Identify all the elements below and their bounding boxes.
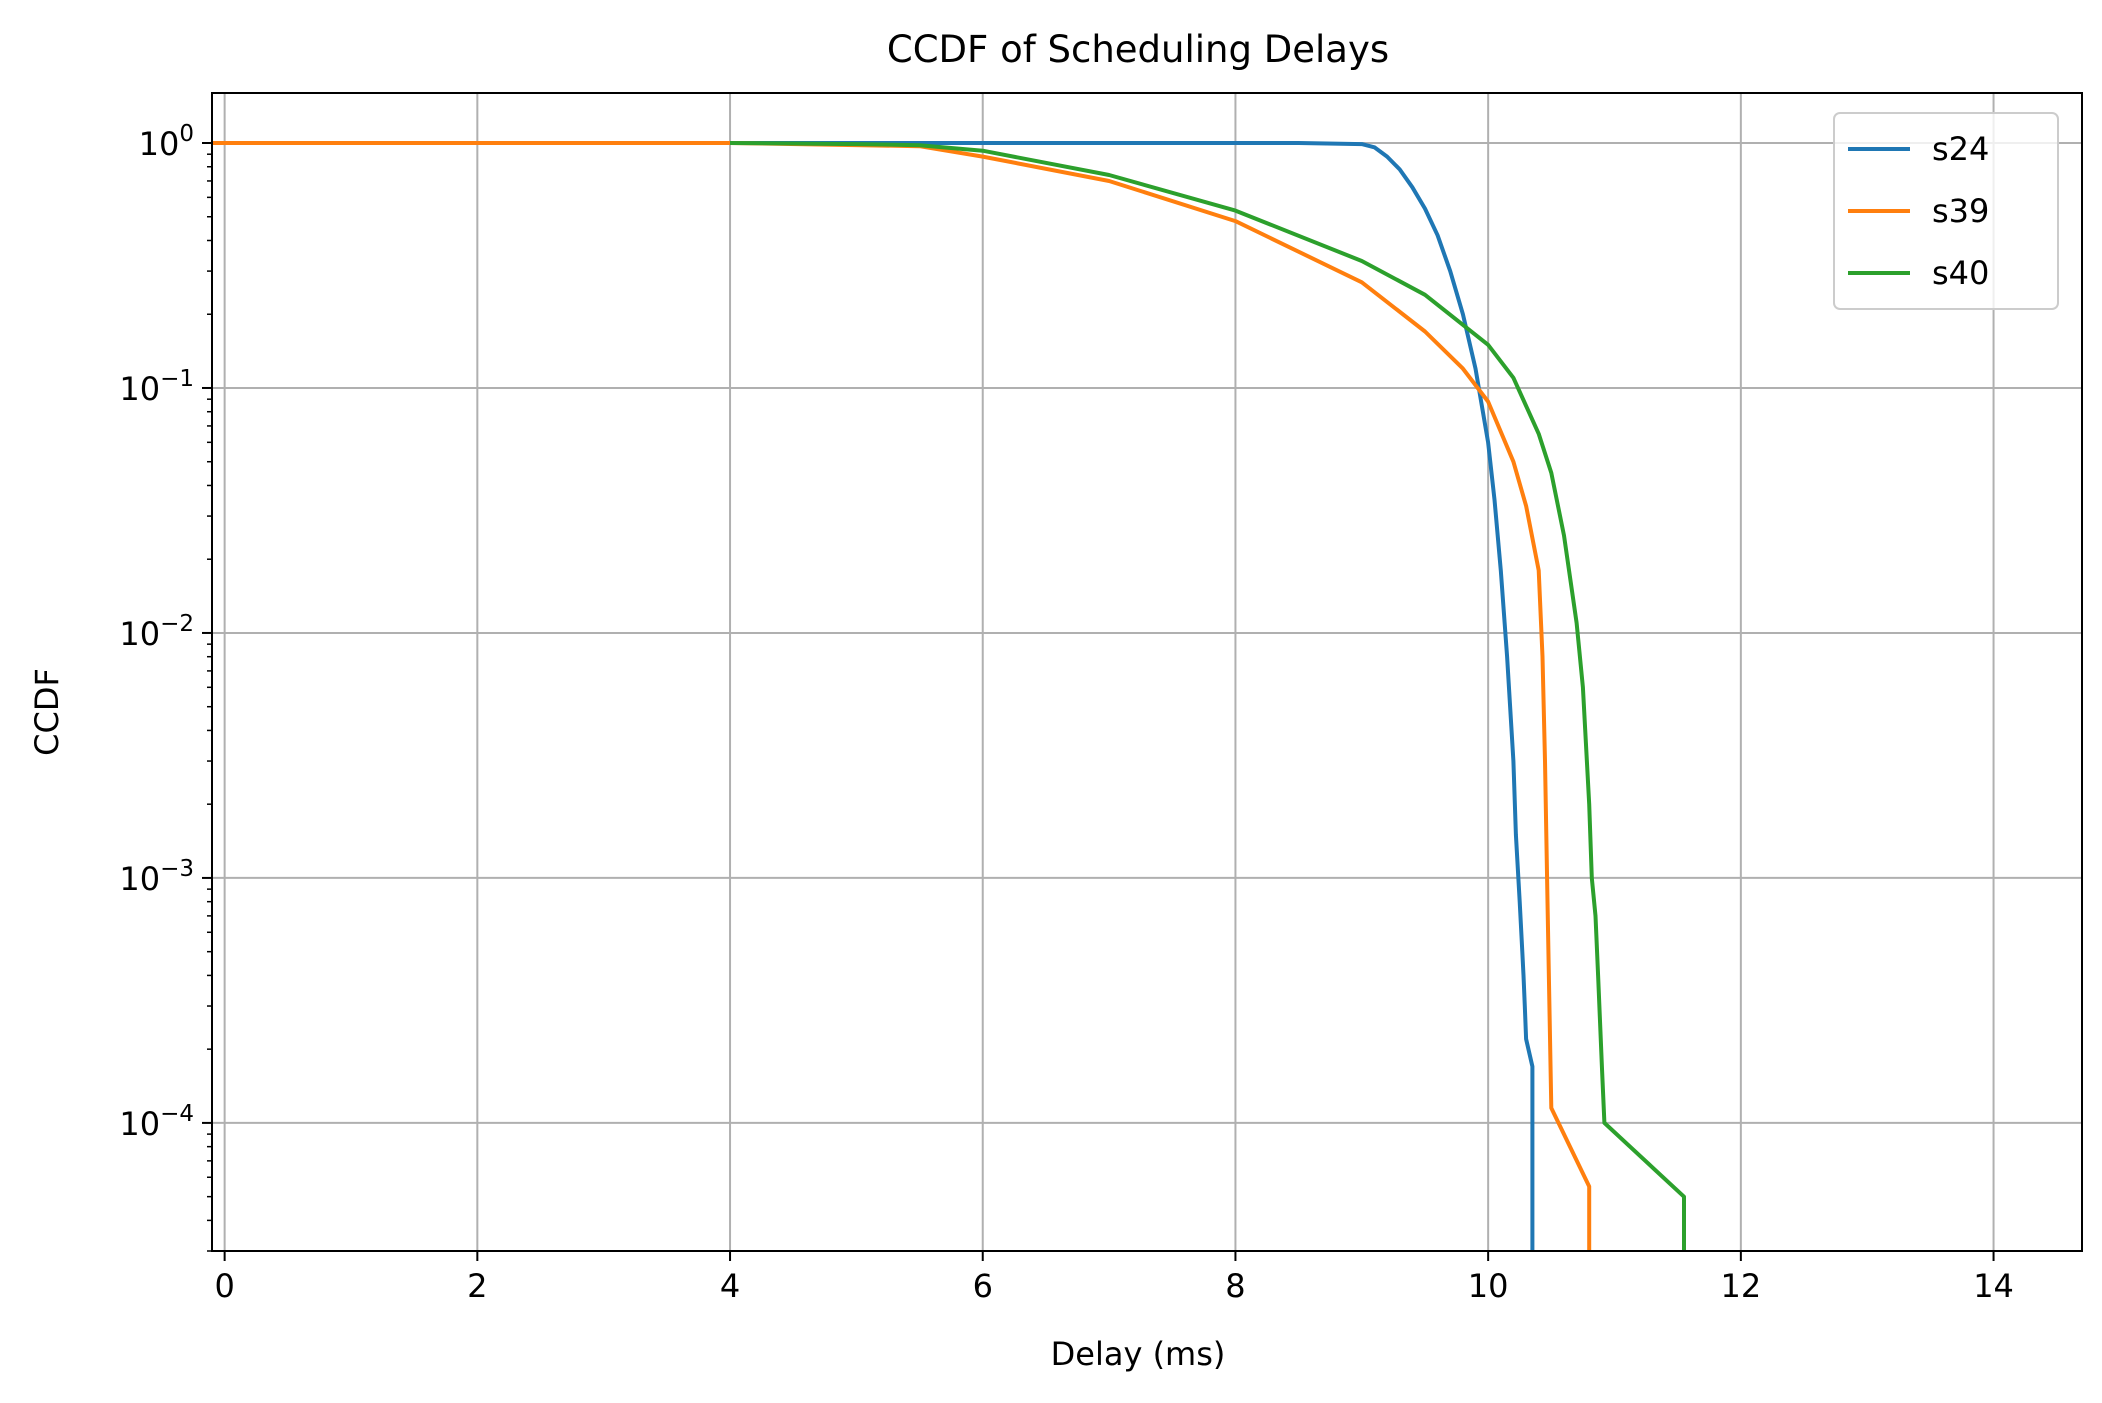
x-tick-label: 10 — [1468, 1267, 1509, 1305]
y-axis-label: CCDF — [28, 668, 66, 756]
x-tick-label: 4 — [720, 1267, 740, 1305]
x-tick-label: 14 — [1973, 1267, 2014, 1305]
y-tick-label: 100 — [139, 121, 194, 163]
x-tick-label: 12 — [1720, 1267, 1761, 1305]
series-lines — [212, 141, 1686, 1251]
x-tick-label: 6 — [973, 1267, 993, 1305]
plot-frame — [211, 92, 2083, 1252]
chart-title: CCDF of Scheduling Delays — [887, 28, 1389, 71]
legend-box — [1833, 112, 2059, 310]
x-tick-label: 2 — [467, 1267, 487, 1305]
series-line-s24 — [730, 141, 1535, 1251]
x-axis-ticks: 0 2 4 6 8 10 12 14 — [214, 1251, 2014, 1305]
y-axis-ticks: 100 10−1 10−2 10−3 10−4 — [119, 121, 212, 1143]
legend: s24 s39 s40 — [1833, 112, 2059, 310]
series-line-s40 — [729, 141, 1686, 1251]
legend-label-s39: s39 — [1932, 192, 1989, 230]
x-axis-label: Delay (ms) — [1051, 1335, 1226, 1373]
x-tick-label: 8 — [1225, 1267, 1245, 1305]
y-tick-label: 10−4 — [119, 1101, 194, 1143]
y-tick-label: 10−1 — [119, 366, 194, 408]
y-tick-label: 10−2 — [119, 611, 194, 653]
legend-label-s40: s40 — [1932, 254, 1989, 292]
x-tick-label: 0 — [214, 1267, 234, 1305]
legend-label-s24: s24 — [1932, 130, 1989, 168]
y-tick-label: 10−3 — [119, 856, 194, 898]
